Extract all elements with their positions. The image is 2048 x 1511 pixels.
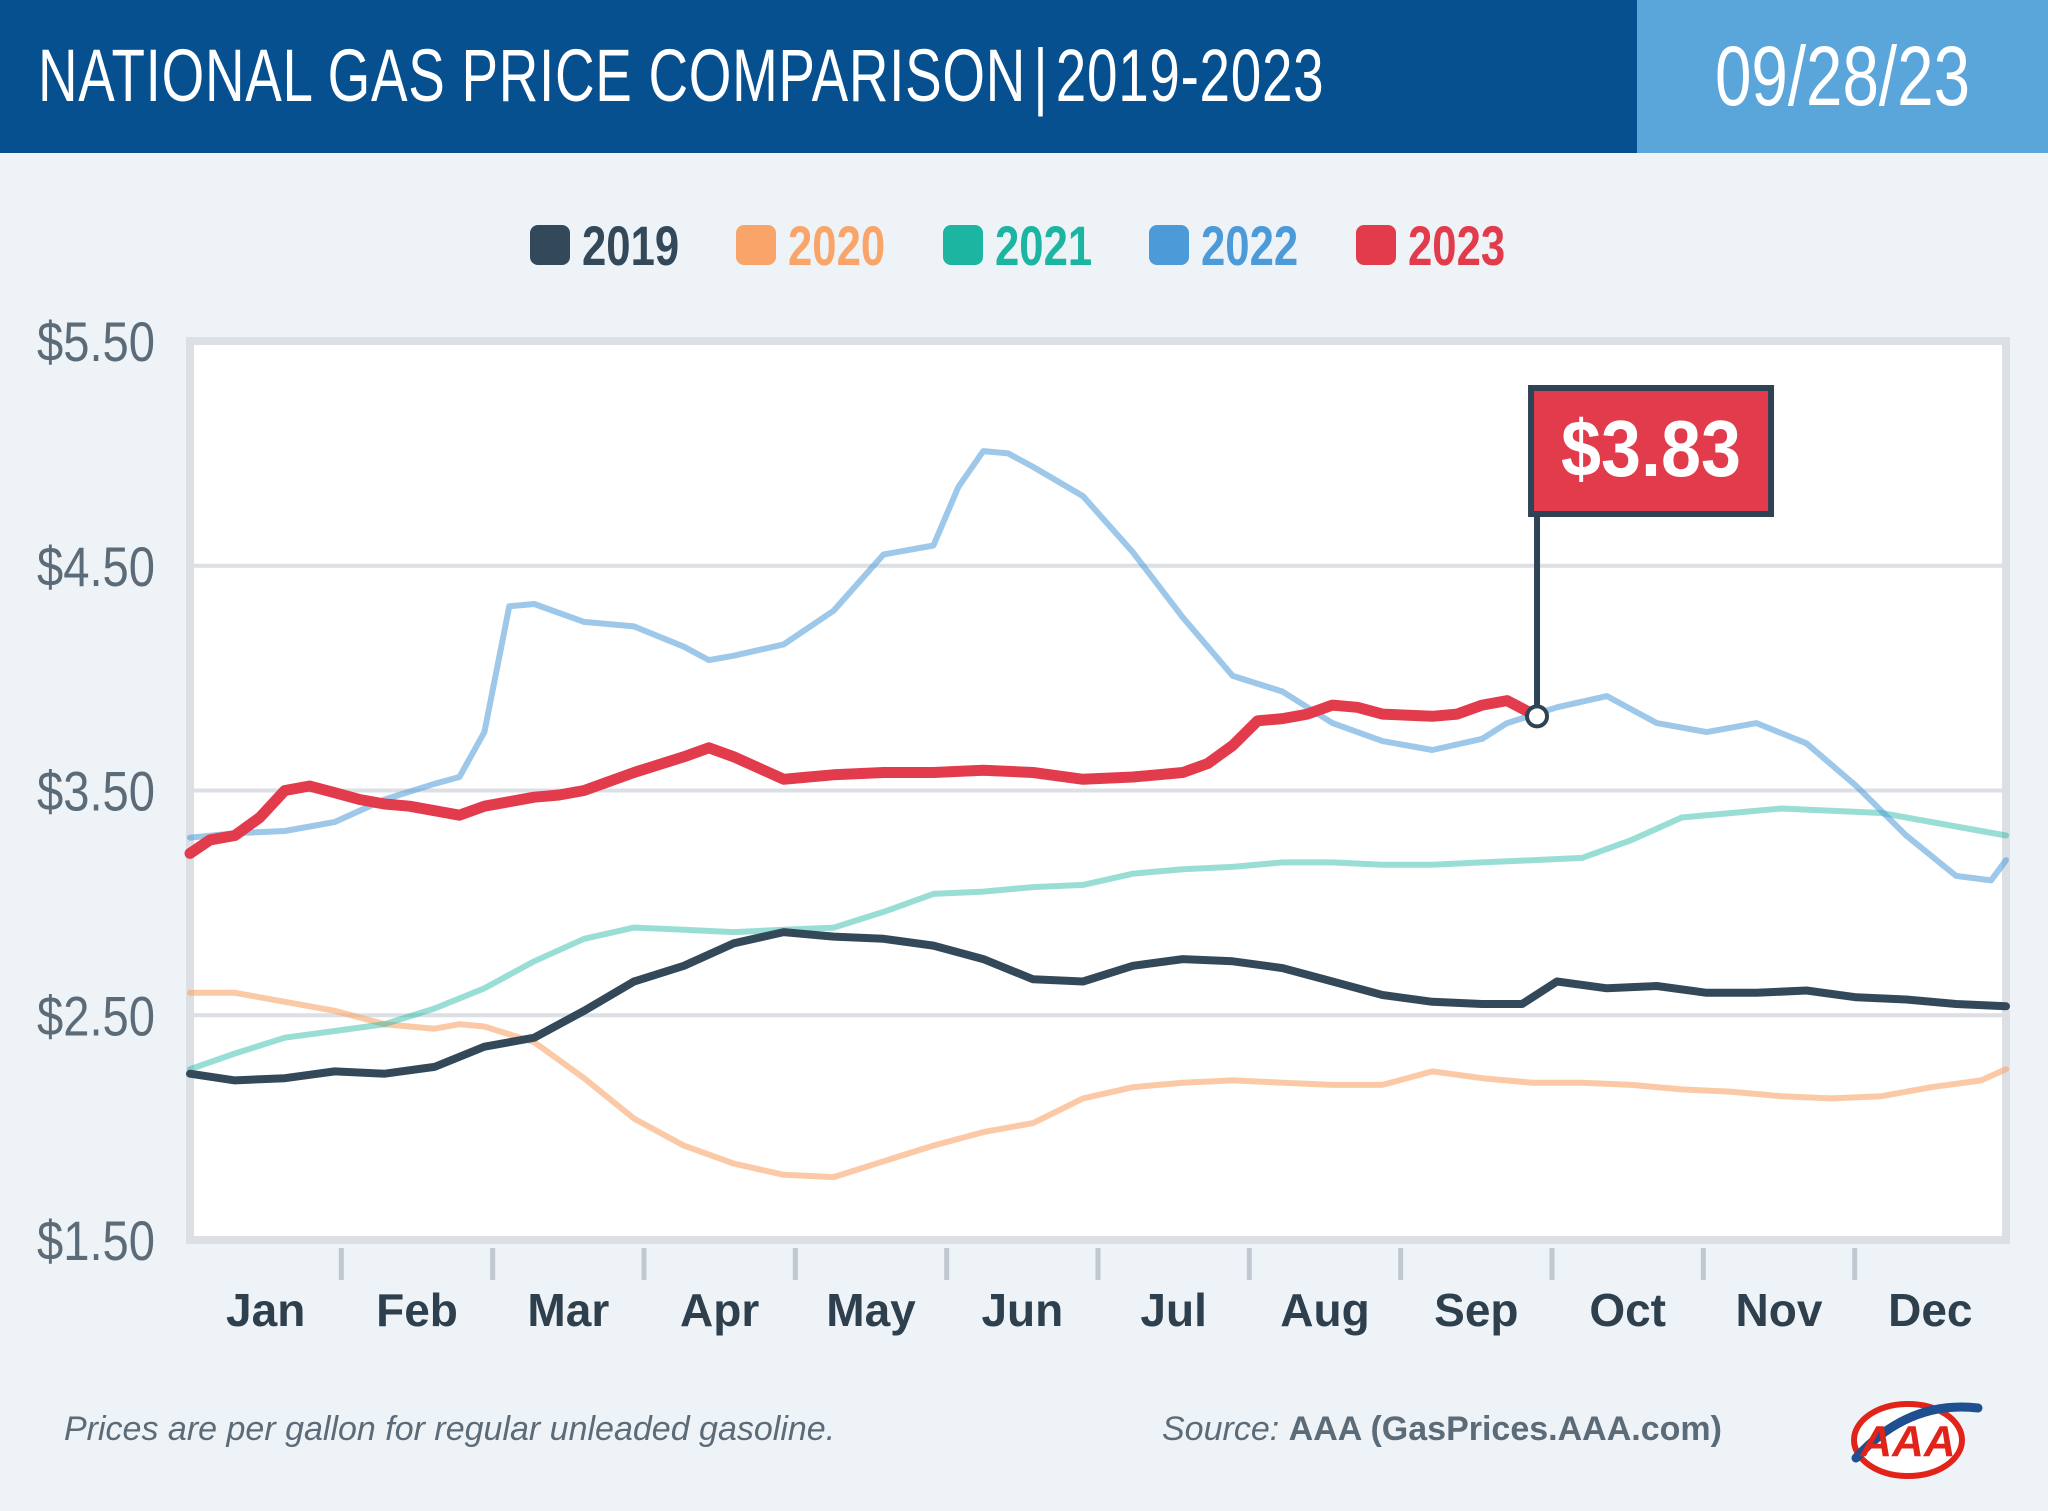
callout-flag [1528, 385, 1775, 517]
y-tick-label: $4.50 [37, 535, 155, 598]
x-tick-label: May [826, 1284, 916, 1336]
y-tick-label: $3.50 [37, 760, 155, 823]
x-tick-label: Dec [1888, 1284, 1972, 1336]
chart-title: NATIONAL GAS PRICE COMPARISON | 2019-2023 [38, 34, 1325, 117]
callout-point [1525, 704, 1550, 729]
x-tick-label: Apr [680, 1284, 759, 1336]
x-tick-label: Jan [226, 1284, 305, 1336]
legend-item-2020: 2020 [736, 213, 899, 278]
legend-item-2021: 2021 [942, 213, 1106, 278]
callout-label: $3.83 [1561, 404, 1741, 493]
x-tick-label: Oct [1589, 1284, 1666, 1336]
x-tick-label: Aug [1280, 1284, 1369, 1336]
series-line-2019 [186, 928, 2010, 1085]
source-value: AAA (GasPrices.AAA.com) [1288, 1410, 1722, 1448]
x-tick-label: Jun [981, 1284, 1063, 1336]
legend-swatch-2019 [529, 225, 570, 265]
legend-item-2023: 2023 [1355, 213, 1519, 278]
date-box: 09/28/23 [1637, 0, 2048, 153]
plot-frame [186, 337, 2010, 1244]
legend-swatch-2022 [1149, 225, 1190, 265]
chart-legend: 2019 2020 2021 2022 2023 [0, 210, 2048, 280]
series-line-2020 [187, 989, 2009, 1181]
date-label: 09/28/23 [1714, 29, 1971, 123]
legend-label-2020: 2020 [788, 213, 886, 277]
legend-label-2019: 2019 [581, 213, 679, 277]
legend-swatch-2020 [736, 225, 777, 265]
legend-item-2019: 2019 [529, 213, 693, 278]
series-line-2022 [187, 448, 2009, 884]
series-line-2021 [187, 805, 2009, 1073]
x-tick-label: Feb [376, 1284, 458, 1336]
y-tick-label: $1.50 [37, 1209, 155, 1272]
y-tick-label: $5.50 [37, 310, 155, 373]
x-tick-label: Jul [1140, 1284, 1206, 1336]
x-tick-label: Mar [527, 1284, 609, 1336]
header-bar: NATIONAL GAS PRICE COMPARISON | 2019-2023 … [0, 0, 2048, 153]
series-line-2023 [184, 695, 1543, 859]
aaa-logo: AAA [1851, 1401, 1983, 1479]
legend-label-2022: 2022 [1201, 213, 1299, 277]
legend-swatch-2023 [1355, 225, 1396, 265]
footnote: Prices are per gallon for regular unlead… [64, 1410, 836, 1448]
legend-swatch-2021 [942, 225, 983, 265]
legend-label-2021: 2021 [994, 213, 1092, 277]
y-tick-label: $2.50 [37, 984, 155, 1047]
x-tick-label: Sep [1434, 1284, 1518, 1336]
legend-label-2023: 2023 [1407, 213, 1506, 277]
aaa-logo-text: AAA [1859, 1417, 1955, 1466]
source-label: Source: [1162, 1410, 1280, 1448]
x-tick-label: Nov [1736, 1284, 1823, 1336]
legend-item-2022: 2022 [1149, 213, 1312, 278]
source-credit: Source: AAA (GasPrices.AAA.com) [1162, 1410, 1722, 1449]
